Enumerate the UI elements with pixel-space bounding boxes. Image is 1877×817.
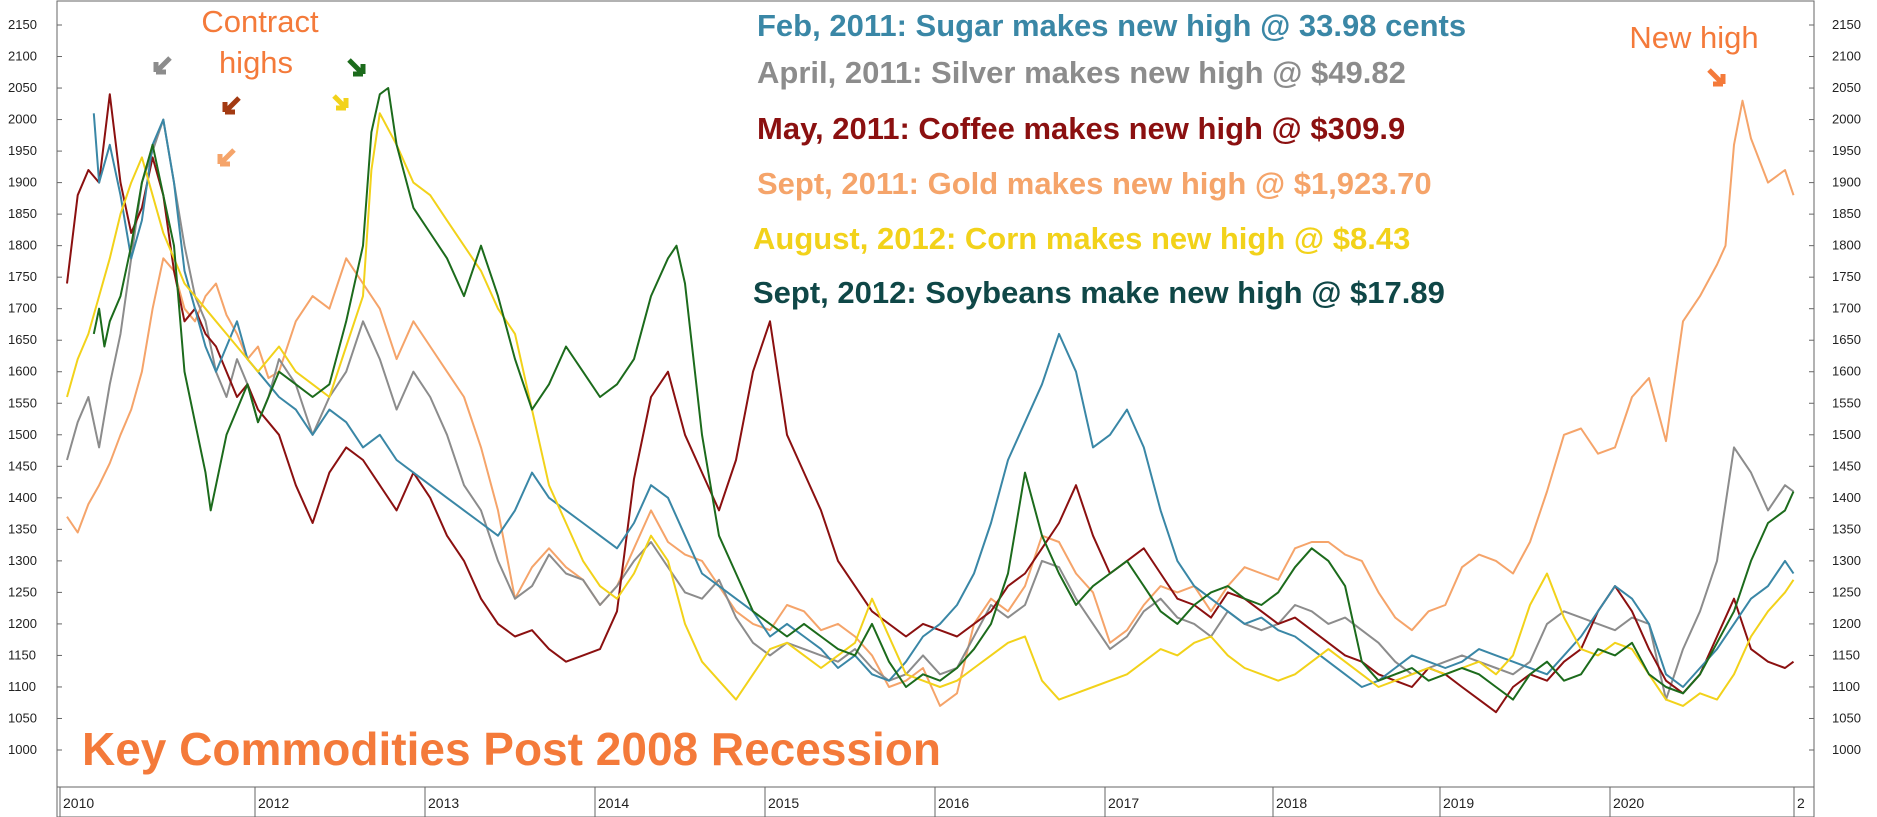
- y-tick-label-left: 2150: [8, 17, 37, 32]
- annotation-corn: August, 2012: Corn makes new high @ $8.4…: [753, 221, 1410, 256]
- x-tick-label: 2014: [598, 795, 629, 811]
- y-tick-label-right: 1650: [1832, 332, 1861, 347]
- x-tick-label: 2020: [1613, 795, 1644, 811]
- y-tick-label-left: 1300: [8, 553, 37, 568]
- y-tick-label-right: 1550: [1832, 395, 1861, 410]
- x-tick-label: 2016: [938, 795, 969, 811]
- y-tick-label-right: 2050: [1832, 80, 1861, 95]
- series-line-gold: [66, 99, 1795, 707]
- plot-frame: [56, 0, 1815, 788]
- y-tick-label-left: 1250: [8, 584, 37, 599]
- arrow-corn-icon: [332, 94, 349, 111]
- y-tick-label-right: 1850: [1832, 206, 1861, 221]
- y-tick-label-right: 1100: [1832, 679, 1860, 694]
- y-tick-label-left: 1900: [8, 175, 37, 190]
- y-tick-label-left: 1400: [8, 490, 37, 505]
- arrow-coffee-icon: [222, 96, 241, 115]
- y-tick-label-right: 1250: [1832, 584, 1861, 599]
- series-line-corn: [66, 112, 1795, 707]
- y-tick-label-right: 2150: [1832, 17, 1861, 32]
- y-tick-label-left: 1550: [8, 395, 37, 410]
- y-tick-label-right: 1300: [1832, 553, 1861, 568]
- y-tick-label-right: 2100: [1832, 49, 1861, 64]
- y-tick-label-right: 2000: [1832, 112, 1861, 127]
- y-tick-label-right: 1950: [1832, 143, 1861, 158]
- annotation-sugar: Feb, 2011: Sugar makes new high @ 33.98 …: [757, 8, 1466, 43]
- y-tick-label-left: 1700: [8, 301, 37, 316]
- arrow-soybeans-icon: [347, 58, 366, 77]
- y-tick-label-left: 1100: [8, 679, 36, 694]
- x-tick-label: 2010: [63, 795, 94, 811]
- y-tick-label-right: 1500: [1832, 427, 1861, 442]
- arrow-new-high-icon: [1707, 68, 1726, 87]
- x-tick-label: 2019: [1443, 795, 1474, 811]
- annotations: Feb, 2011: Sugar makes new high @ 33.98 …: [753, 8, 1466, 310]
- y-tick-label-right: 1800: [1832, 238, 1861, 253]
- y-tick-label-right: 1400: [1832, 490, 1861, 505]
- series-line-sugar: [92, 113, 1795, 688]
- x-tick-label: 2015: [768, 795, 799, 811]
- y-tick-label-left: 1950: [8, 143, 37, 158]
- y-tick-label-left: 1150: [8, 647, 36, 662]
- callout-contract-line1: Contract: [201, 4, 319, 39]
- x-axis: 2010 2012 2013 2014 2015 2016 2017 2018 2019 2020…: [56, 786, 1815, 817]
- chart-title: Key Commodities Post 2008 Recession: [82, 723, 941, 775]
- series-line-soybeans: [92, 87, 1795, 701]
- y-tick-label-left: 1650: [8, 332, 37, 347]
- y-tick-label-left: 2000: [8, 112, 37, 127]
- y-tick-label-left: 1350: [8, 521, 37, 536]
- y-tick-label-left: 1850: [8, 206, 37, 221]
- y-tick-label-right: 1700: [1832, 301, 1861, 316]
- callout-contract-line2: highs: [219, 45, 293, 80]
- x-tick-label: 2: [1797, 795, 1805, 811]
- x-tick-label: 2018: [1276, 795, 1307, 811]
- y-tick-label-left: 2100: [8, 49, 37, 64]
- y-tick-label-left: 1050: [8, 710, 37, 725]
- y-axis-right: 1000 1050 1100 1150 1200 1250 1300 1350 1400 1450…: [1809, 17, 1861, 757]
- callout-arrows: [153, 56, 1726, 167]
- callout-new-high: New high: [1629, 20, 1758, 55]
- y-tick-label-right: 1200: [1832, 616, 1861, 631]
- y-tick-label-left: 1500: [8, 427, 37, 442]
- y-tick-label-left: 1800: [8, 238, 37, 253]
- y-tick-label-right: 1450: [1832, 458, 1861, 473]
- y-tick-label-right: 1150: [1832, 647, 1860, 662]
- y-tick-label-right: 1600: [1832, 364, 1861, 379]
- x-tick-label: 2012: [258, 795, 289, 811]
- y-tick-label-right: 1900: [1832, 175, 1861, 190]
- y-tick-label-left: 1750: [8, 269, 37, 284]
- x-tick-label: 2017: [1108, 795, 1139, 811]
- y-tick-label-left: 1600: [8, 364, 37, 379]
- y-tick-label-left: 1450: [8, 458, 37, 473]
- y-tick-label-left: 2050: [8, 80, 37, 95]
- y-axis-left: 1000 1050 1100 1150 1200 1250 1300 1350 1400 1450…: [8, 17, 62, 757]
- x-tick-label: 2013: [428, 795, 459, 811]
- y-tick-label-right: 1050: [1832, 710, 1861, 725]
- series-layer: [66, 87, 1795, 714]
- y-tick-label-right: 1350: [1832, 521, 1861, 536]
- annotation-soybeans: Sept, 2012: Soybeans make new high @ $17…: [753, 275, 1445, 310]
- annotation-coffee: May, 2011: Coffee makes new high @ $309.…: [757, 111, 1405, 146]
- arrow-gold-icon: [217, 148, 236, 167]
- y-tick-label-left: 1000: [8, 742, 37, 757]
- annotation-silver: April, 2011: Silver makes new high @ $49…: [757, 55, 1406, 90]
- annotation-gold: Sept, 2011: Gold makes new high @ $1,923…: [757, 166, 1432, 201]
- y-tick-label-right: 1000: [1832, 742, 1861, 757]
- y-tick-label-right: 1750: [1832, 269, 1861, 284]
- y-tick-label-left: 1200: [8, 616, 37, 631]
- arrow-silver-icon: [153, 56, 172, 75]
